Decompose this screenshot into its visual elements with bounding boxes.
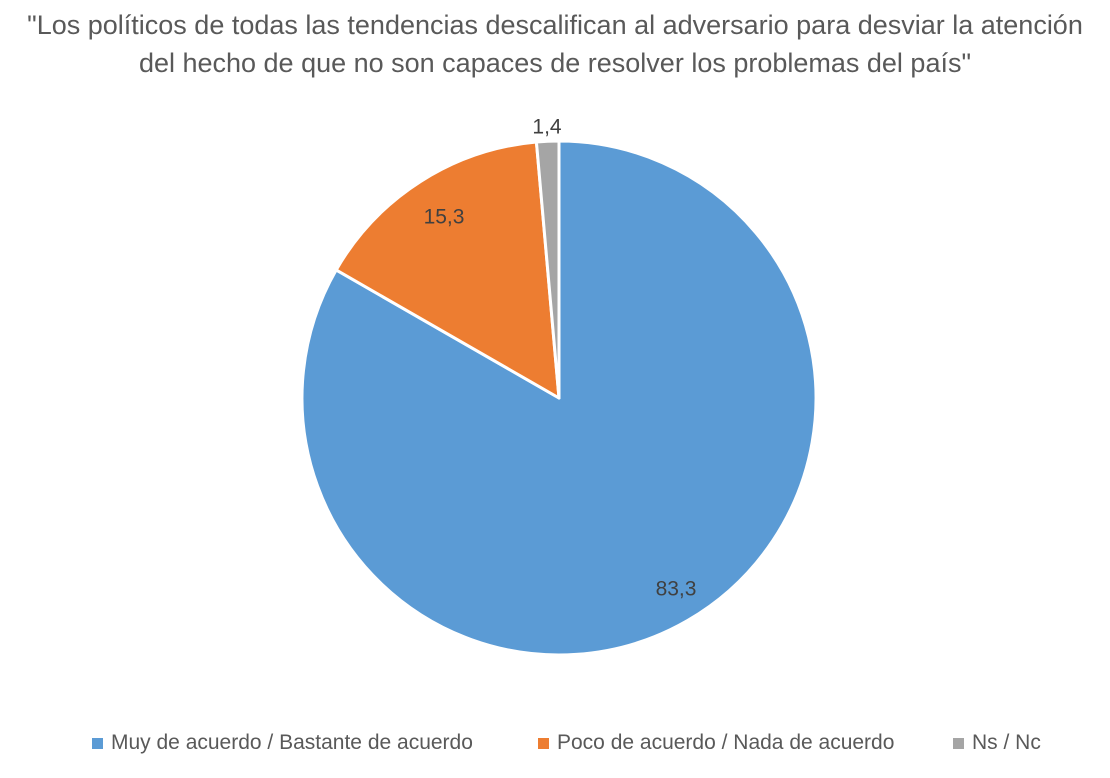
legend-label: Poco de acuerdo / Nada de acuerdo — [557, 731, 895, 754]
pie-data-labels: 83,3 15,3 1,4 — [424, 116, 697, 601]
legend-item-poco-de-acuerdo: Poco de acuerdo / Nada de acuerdo — [538, 731, 894, 755]
legend-label: Muy de acuerdo / Bastante de acuerdo — [111, 731, 473, 754]
data-label-1: 83,3 — [656, 578, 697, 601]
pie-slice-2 — [334, 140, 561, 400]
legend-item-muy-de-acuerdo: Muy de acuerdo / Bastante de acuerdo — [92, 731, 473, 755]
data-label-2: 15,3 — [424, 206, 465, 229]
pie-slice-1 — [300, 139, 818, 657]
pie-slice-3 — [534, 139, 561, 400]
legend: Muy de acuerdo / Bastante de acuerdo Poc… — [0, 731, 1110, 761]
legend-swatch-gray — [953, 737, 964, 749]
chart-title: "Los políticos de todas las tendencias d… — [27, 10, 1083, 78]
data-label-3: 1,4 — [532, 116, 562, 139]
legend-swatch-blue — [92, 737, 103, 749]
legend-swatch-orange — [538, 737, 549, 749]
legend-item-ns-nc: Ns / Nc — [953, 731, 1041, 755]
pie-slices — [300, 139, 818, 657]
legend-label: Ns / Nc — [972, 731, 1041, 754]
